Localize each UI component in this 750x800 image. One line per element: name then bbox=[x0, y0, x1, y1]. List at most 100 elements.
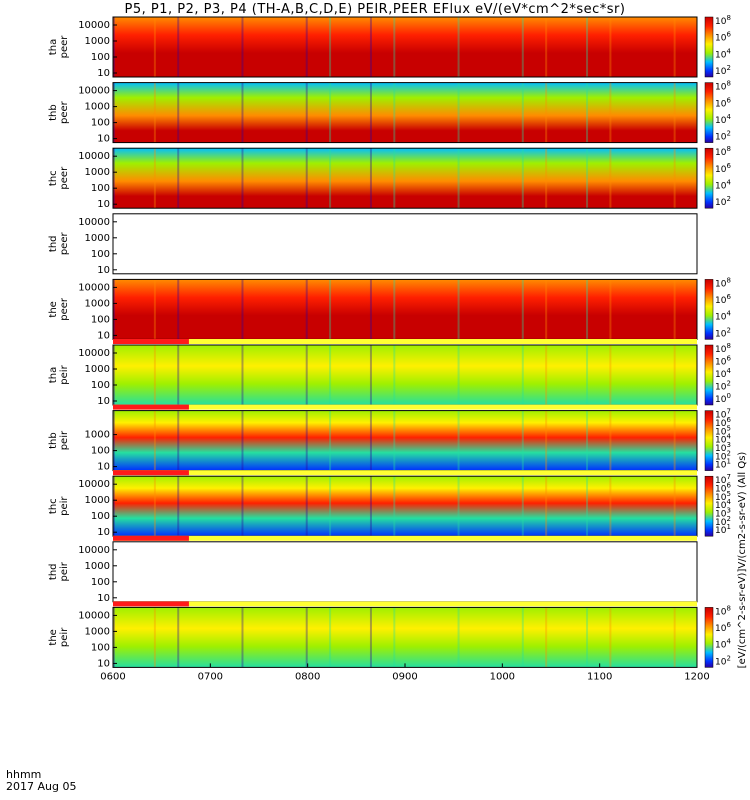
quality-flag-bar bbox=[113, 470, 697, 476]
spectrogram-streak bbox=[393, 279, 396, 340]
spectrogram-streak bbox=[153, 82, 156, 143]
panel-label: thapeir bbox=[48, 364, 70, 384]
spectrogram-streak bbox=[369, 82, 372, 143]
panel-thd-peer: 10000 1000 100 10 thdpeer bbox=[48, 213, 698, 276]
y-tick-label: 10000 bbox=[78, 479, 110, 490]
spectrogram-streak bbox=[241, 607, 244, 668]
colorbar-tick-label: 104 bbox=[715, 47, 731, 60]
quality-flag-bar bbox=[113, 535, 697, 541]
y-tick-label: 1000 bbox=[85, 561, 110, 572]
spectrogram-streak bbox=[113, 82, 115, 143]
quality-flag-red bbox=[113, 601, 189, 607]
spectrogram-streak bbox=[609, 148, 612, 209]
y-tick-label: 100 bbox=[91, 642, 110, 653]
spectrogram-streak bbox=[586, 279, 589, 340]
spectrogram-streak bbox=[329, 345, 332, 405]
spectrogram-streak bbox=[369, 476, 372, 537]
date-label: 2017 Aug 05 bbox=[6, 780, 77, 793]
spectrogram-streak bbox=[457, 279, 460, 340]
spectrogram-streak bbox=[369, 607, 372, 668]
spectrogram-streak bbox=[457, 345, 460, 405]
spectrogram-streak bbox=[305, 279, 308, 340]
spectrogram-streak bbox=[369, 279, 372, 340]
colorbar-tick-label: 102 bbox=[715, 195, 731, 208]
spectrogram-streak bbox=[673, 345, 676, 405]
x-tick-label: 0700 bbox=[198, 671, 223, 682]
colorbar-tick-label: 100 bbox=[715, 392, 731, 405]
panel-label: thdpeer bbox=[48, 232, 70, 256]
colorbar-tick-label: 104 bbox=[715, 638, 731, 651]
y-tick-label: 100 bbox=[91, 183, 110, 194]
colorbar-tick-label: 108 bbox=[715, 342, 731, 355]
panel-label: thcpeir bbox=[48, 496, 70, 516]
spectrogram-streak bbox=[673, 148, 676, 209]
quality-flag-red bbox=[113, 339, 189, 344]
panel-label: thcpeer bbox=[48, 166, 70, 190]
colorbar-tick-label: 106 bbox=[715, 31, 731, 44]
colorbar-tick-label: 104 bbox=[715, 113, 731, 126]
panel-frame bbox=[112, 541, 698, 603]
colorbar-tick-label: 106 bbox=[715, 162, 731, 175]
colorbar bbox=[704, 607, 714, 668]
panel-tha-peer: 108 106 104 102 10000 1000 100 10 thapeer bbox=[48, 14, 731, 79]
chart-title: P5, P1, P2, P3, P4 (TH-A,B,C,D,E) PEIR,P… bbox=[124, 2, 626, 17]
spectrogram-streak bbox=[305, 607, 308, 668]
spectrogram-streak bbox=[521, 607, 524, 668]
y-tick-label: 100 bbox=[91, 446, 110, 457]
spectrogram-streak bbox=[305, 17, 308, 77]
y-tick-label: 10 bbox=[97, 134, 110, 145]
y-tick-label: 100 bbox=[91, 511, 110, 522]
spectrogram-streak bbox=[241, 279, 244, 340]
spectrogram-streak bbox=[329, 148, 332, 209]
spectrogram-streak bbox=[545, 148, 548, 209]
spectrogram-streak bbox=[241, 476, 244, 537]
spectrogram-streak bbox=[153, 17, 156, 77]
spectrogram-streak bbox=[545, 410, 548, 471]
spectrogram-streak bbox=[393, 410, 396, 471]
spectrogram-streak bbox=[241, 410, 244, 471]
y-tick-label: 1000 bbox=[85, 36, 110, 47]
colorbar bbox=[704, 16, 714, 78]
colorbar-tick-label: 108 bbox=[715, 80, 731, 93]
spectrogram-streak bbox=[241, 148, 244, 209]
y-tick-label: 1000 bbox=[85, 298, 110, 309]
colorbar-tick-label: 108 bbox=[715, 276, 731, 289]
y-tick-label: 10 bbox=[97, 593, 110, 604]
x-tick-label: 0600 bbox=[100, 671, 125, 682]
spectrogram-streak bbox=[393, 82, 396, 143]
colorbar bbox=[704, 82, 714, 143]
spectrogram-streak bbox=[609, 476, 612, 537]
spectrogram-streak bbox=[545, 279, 548, 340]
spectrogram-streak bbox=[305, 82, 308, 143]
spectrogram-streak bbox=[113, 148, 115, 209]
colorbar-tick-label: 102 bbox=[715, 326, 731, 339]
spectrogram-streak bbox=[521, 476, 524, 537]
colorbar-tick-label: 104 bbox=[715, 310, 731, 323]
quality-flag-bar bbox=[113, 601, 697, 607]
x-tick-label: 0800 bbox=[295, 671, 320, 682]
spectrogram-streak bbox=[329, 82, 332, 143]
y-tick-label: 10000 bbox=[78, 86, 110, 97]
spectrogram-streak bbox=[457, 607, 460, 668]
spectrogram-streak bbox=[673, 82, 676, 143]
spectrogram-streak bbox=[153, 410, 156, 471]
spectrogram-streak bbox=[673, 607, 676, 668]
panel-label: thdpeir bbox=[48, 561, 70, 581]
spectrogram-streak bbox=[153, 607, 156, 668]
spectrogram-streak bbox=[609, 279, 612, 340]
spectrogram-streak bbox=[393, 476, 396, 537]
x-tick-label: 1100 bbox=[587, 671, 612, 682]
y-tick-label: 10 bbox=[97, 396, 110, 407]
panel-label: thepeir bbox=[48, 627, 70, 647]
spectrogram-streak bbox=[177, 279, 180, 340]
spectrogram-streak bbox=[177, 345, 180, 405]
colorbar-tick-label: 102 bbox=[715, 654, 731, 667]
spectrogram-streak bbox=[545, 17, 548, 77]
spectrogram-streak bbox=[241, 345, 244, 405]
spectrogram-streak bbox=[329, 410, 332, 471]
y-tick-label: 10 bbox=[97, 527, 110, 538]
spectrogram-streak bbox=[177, 607, 180, 668]
